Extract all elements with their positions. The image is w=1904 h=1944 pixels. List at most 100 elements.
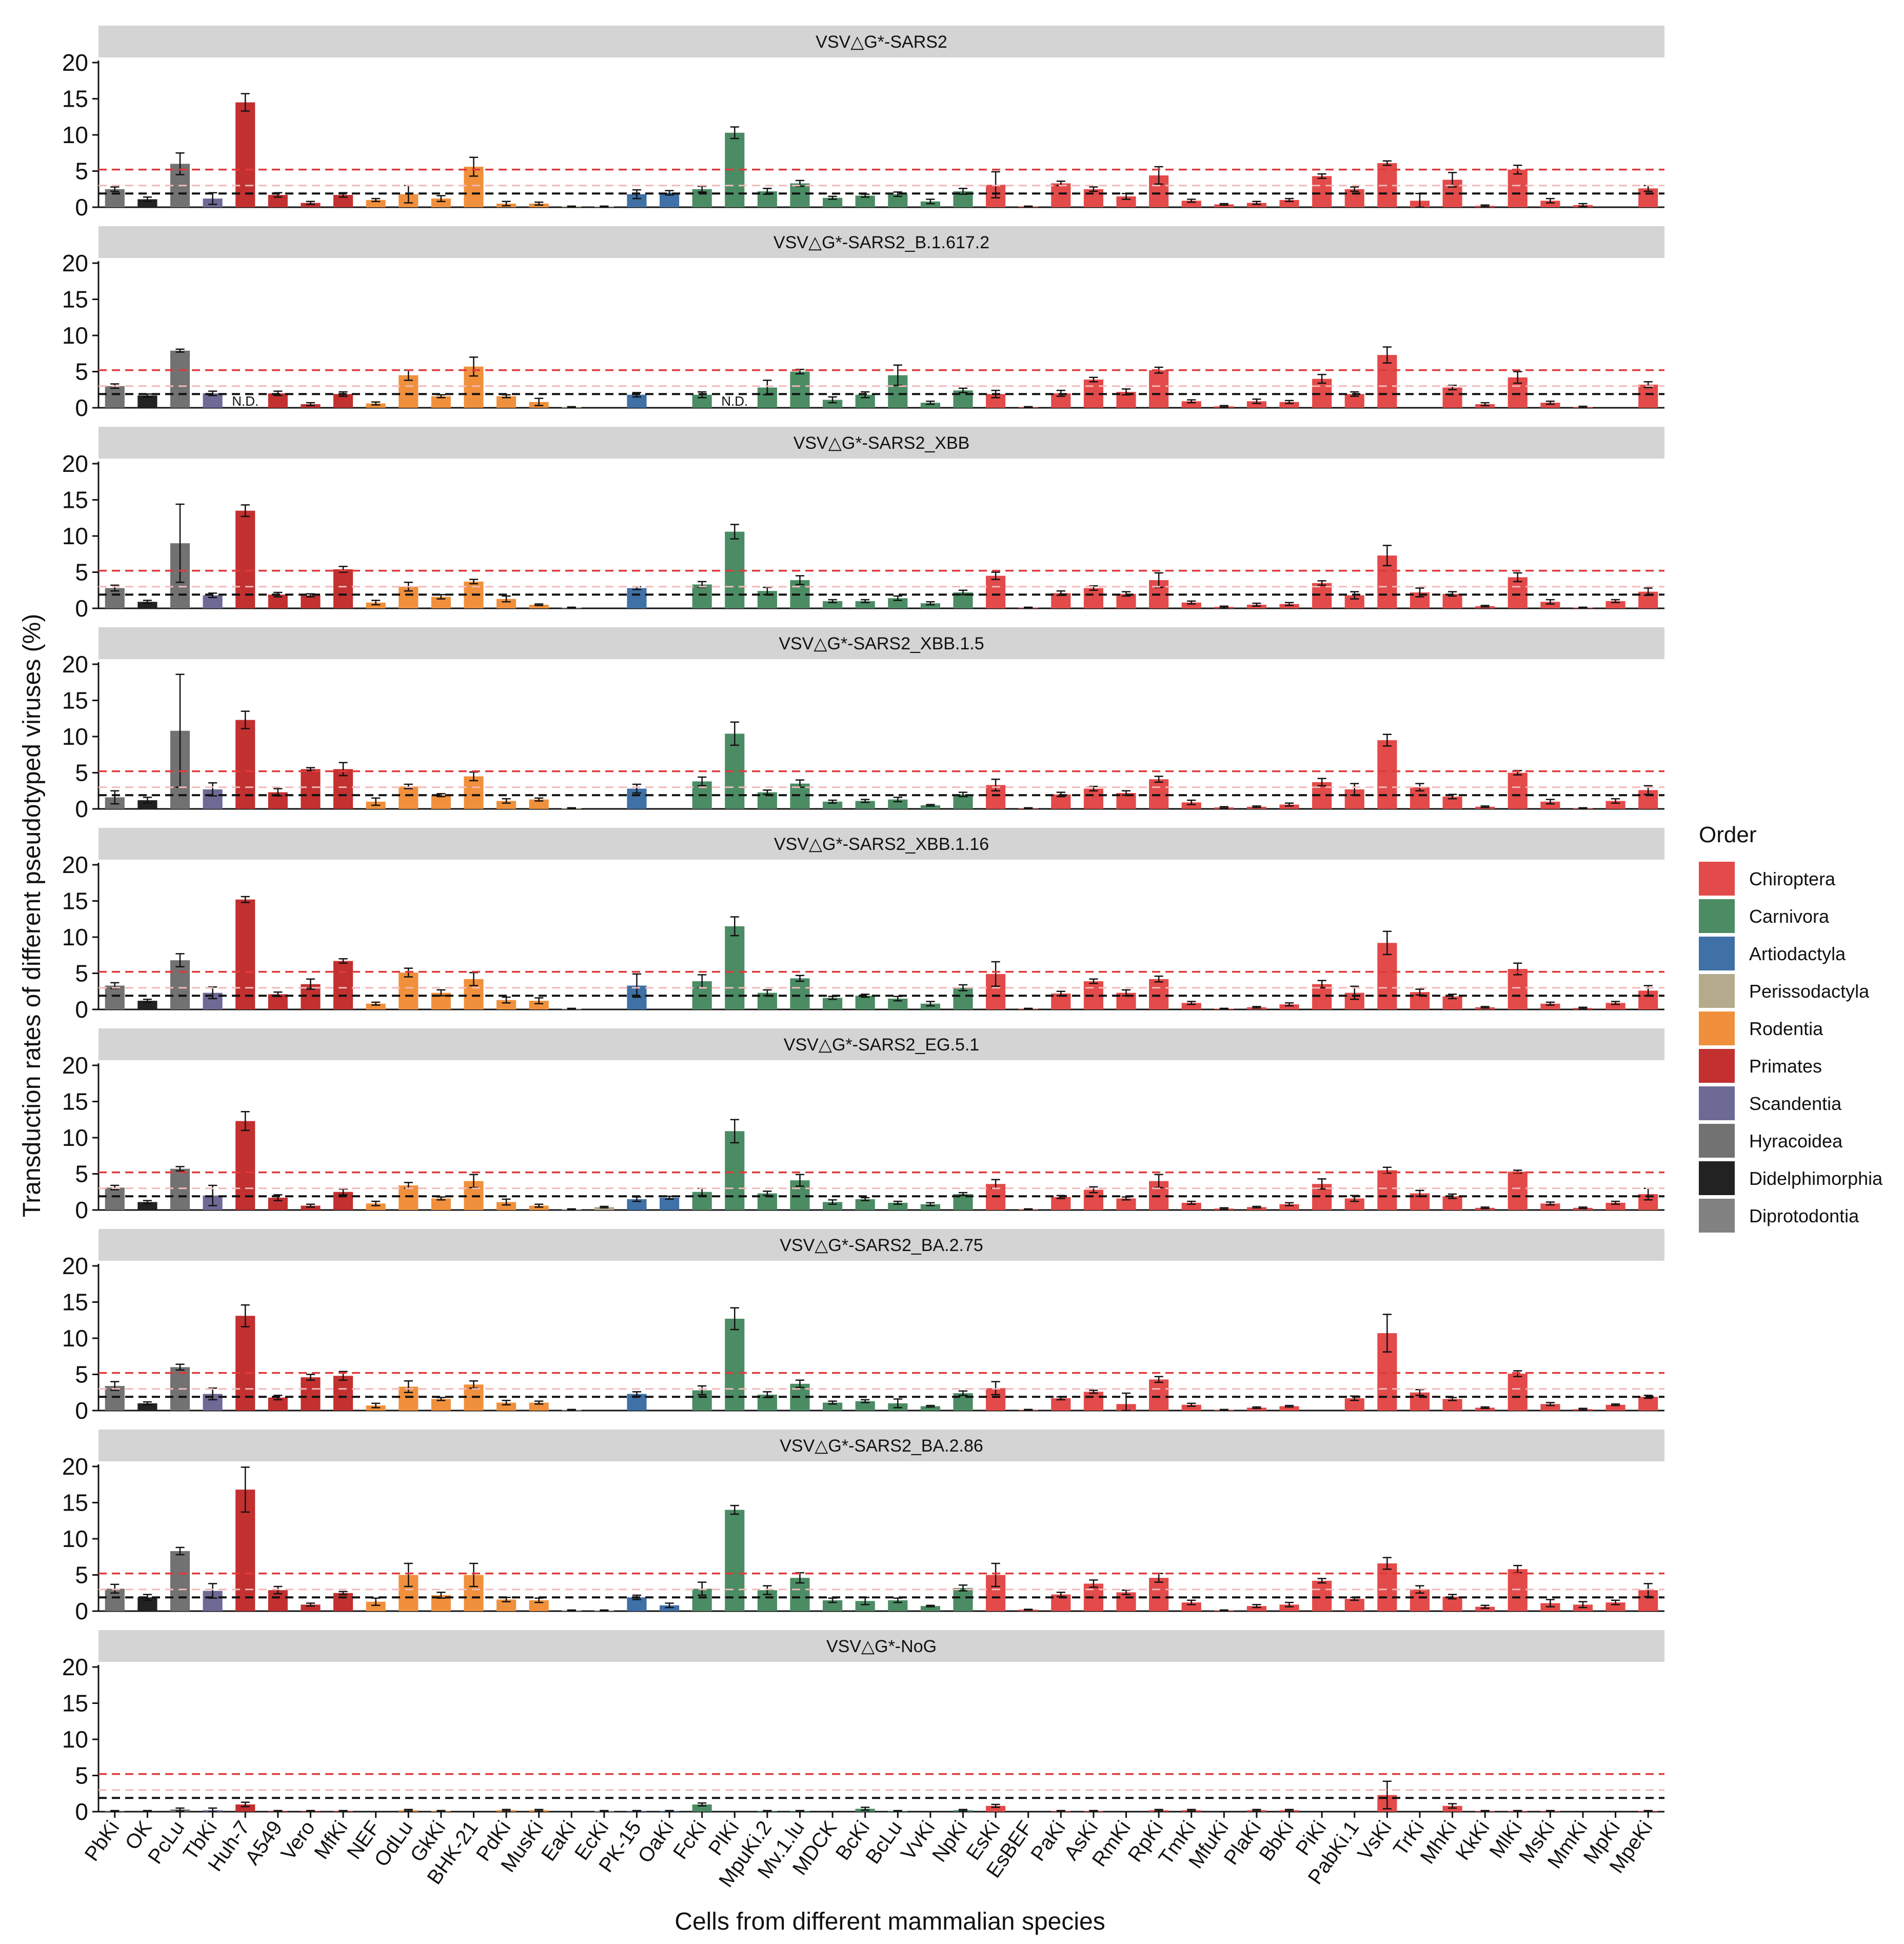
x-tick-label: A549 [241,1817,287,1869]
error-bar [1611,798,1620,804]
legend-swatch [1699,974,1735,1008]
error-bar [1447,1803,1457,1809]
bar [1540,1404,1560,1411]
bar [235,1804,255,1812]
error-bar [175,1807,185,1812]
y-tick-label: 10 [62,322,88,349]
legend-swatch [1699,937,1735,970]
error-bar [893,1200,902,1205]
error-bar [1219,405,1228,408]
legend-label: Artiodactyla [1749,943,1846,964]
nd-label: N.D. [232,393,259,409]
error-bar [1219,1007,1228,1010]
bar [496,599,517,608]
error-bar [861,1399,870,1403]
error-bar [1024,1007,1033,1010]
panel-strip [98,828,1664,860]
error-bar [1382,346,1392,364]
error-bar [502,798,511,804]
error-bar [958,1584,968,1592]
bar [920,603,940,608]
y-tick-label: 5 [75,158,88,185]
bar [137,1403,157,1411]
error-bar [1252,805,1261,808]
y-tick-label: 15 [62,487,88,513]
error-bar [730,721,739,746]
bar [1246,401,1267,408]
bar [496,1402,517,1411]
bar [1279,1604,1299,1611]
error-bar [143,1401,152,1405]
legend-label: Diprotodontia [1749,1205,1859,1226]
bar [1377,740,1397,809]
error-bar [1284,1202,1294,1206]
bar [333,569,353,608]
bar [823,1600,843,1611]
error-bar [1089,186,1098,192]
error-bar [567,205,576,208]
error-bar [241,710,250,729]
bar [1083,1392,1104,1411]
bar [1540,201,1560,207]
y-tick-label: 5 [75,559,88,586]
bar [1116,196,1136,207]
error-bar [371,1402,381,1409]
error-bar [241,1466,250,1513]
bar [1246,1207,1267,1210]
bar [333,195,353,207]
error-bar [828,1199,837,1205]
bar [1442,387,1462,408]
bar [105,189,125,207]
error-bar [534,997,544,1004]
error-bar [1611,1403,1620,1406]
bar [1344,1198,1364,1210]
y-tick-label: 15 [62,687,88,714]
bar [529,1205,549,1210]
bar [1605,1202,1625,1210]
error-bar [306,201,315,205]
bar [725,926,745,1009]
bar [137,1001,157,1009]
error-bar [502,595,511,603]
error-bar [1545,1001,1555,1006]
y-tick-label: 0 [75,1598,88,1624]
y-tick-label: 0 [75,1197,88,1223]
error-bar [991,571,1000,580]
error-bar [926,601,935,606]
error-bar [861,599,870,603]
error-bar [1187,1402,1196,1407]
error-bar [502,996,511,1004]
bar [1083,189,1104,207]
error-bar [175,1546,185,1556]
bar [431,1198,451,1210]
bar [855,996,875,1009]
y-tick-label: 15 [62,1088,88,1115]
error-bar [1219,806,1228,809]
panel-strip [98,1028,1664,1060]
bar [1638,1397,1658,1411]
error-bar [1382,1314,1392,1353]
bar [920,403,940,408]
bar [1279,1204,1299,1210]
bar [725,1318,745,1411]
error-bar [534,201,544,206]
panel-strip [98,226,1664,258]
error-bar [534,1809,544,1812]
error-bar [1578,203,1588,207]
y-tick-label: 10 [62,1325,88,1352]
error-bar [241,1304,250,1327]
error-bar [1480,605,1490,608]
bar [301,1604,321,1611]
bar [1214,204,1234,207]
y-tick-label: 15 [62,1289,88,1316]
error-bar [175,1363,185,1371]
bar [1246,203,1267,207]
bar [1377,355,1397,408]
panel-strip [98,427,1664,459]
error-bar [1578,1601,1588,1609]
bar [1116,1592,1136,1611]
bar [1181,201,1201,207]
error-bar [1219,1609,1228,1612]
panel: VSV△G*-NoG05101520PbKiOKPcLuTbKiHuh-7A54… [62,1630,1664,1891]
y-tick-label: 10 [62,723,88,750]
